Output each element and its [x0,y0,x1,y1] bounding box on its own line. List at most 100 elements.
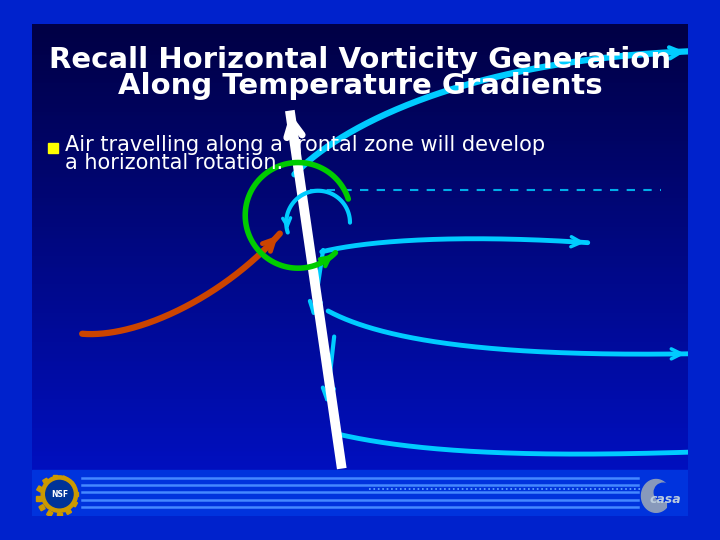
Bar [32,113,688,118]
Bar [32,339,688,344]
Bar [32,404,688,409]
Bar [32,138,688,143]
Bar [32,441,688,446]
Bar [32,388,688,393]
Bar [32,327,688,332]
Bar [32,163,688,167]
Bar [32,56,688,61]
Bar [32,294,688,299]
Bar [32,175,688,180]
Bar [53,475,57,480]
Bar [32,363,688,368]
Bar [32,130,688,134]
Bar [32,273,688,278]
Bar [32,122,688,126]
Text: Recall Horizontal Vorticity Generation: Recall Horizontal Vorticity Generation [49,46,671,75]
Circle shape [41,476,78,512]
Text: casa: casa [649,493,681,506]
Bar [32,31,688,36]
Bar [32,380,688,385]
Bar [32,154,688,159]
Bar [32,39,688,44]
Bar [32,335,688,340]
Bar [32,187,688,192]
Bar [71,501,78,507]
Bar [32,52,688,57]
Bar [32,109,688,114]
Bar [32,318,688,323]
Bar [32,466,688,471]
Bar [32,330,688,335]
Bar [32,183,688,188]
Polygon shape [642,480,667,512]
Bar [32,220,688,225]
Bar [32,376,688,381]
Bar [32,44,688,49]
Bar [32,408,688,414]
Bar [32,400,688,406]
Bar [32,105,688,110]
Text: NSF: NSF [51,490,68,498]
Bar [32,302,688,307]
Bar [32,80,688,85]
Bar [32,454,688,458]
Bar [32,207,688,213]
Bar [32,306,688,311]
Bar [61,476,68,482]
Bar [32,392,688,397]
Bar [32,179,688,184]
Bar [32,372,688,376]
Bar [48,144,58,153]
Bar [32,298,688,303]
Bar [32,237,688,241]
Bar [32,204,688,208]
Bar [32,437,688,442]
Bar [32,195,688,200]
Bar [32,171,688,176]
Bar [32,36,688,40]
Bar [32,368,688,373]
Bar [32,384,688,389]
Bar [32,355,688,360]
Bar [32,449,688,455]
Bar [32,245,688,249]
Text: Along Temperature Gradients: Along Temperature Gradients [117,72,603,100]
Bar [66,508,71,515]
Bar [32,474,688,479]
Bar [32,212,688,217]
Bar [32,343,688,348]
Bar [42,478,49,484]
Bar [32,89,688,94]
Bar [32,146,688,151]
Bar [32,396,688,401]
Bar [32,462,688,467]
Bar [32,134,688,139]
Bar [32,322,688,327]
Bar [32,261,688,266]
Text: Air travelling along a frontal zone will develop: Air travelling along a frontal zone will… [65,135,545,155]
Bar [32,495,688,500]
Bar [32,216,688,221]
Bar [32,277,688,282]
Bar [32,289,688,295]
Bar [32,23,688,28]
Bar [32,417,688,422]
Bar [32,458,688,463]
Bar [32,446,688,450]
Bar [32,286,688,291]
Bar [32,232,688,237]
Bar [32,351,688,356]
Bar [47,510,53,517]
Bar [32,281,688,286]
Bar [73,492,78,496]
Bar [32,487,688,491]
Bar [32,433,688,438]
Bar [32,93,688,98]
Bar [32,425,688,430]
Bar [32,224,688,229]
Bar [32,97,688,102]
Bar [32,48,688,53]
Bar [32,142,688,147]
Bar [69,482,76,488]
Bar [32,470,688,475]
